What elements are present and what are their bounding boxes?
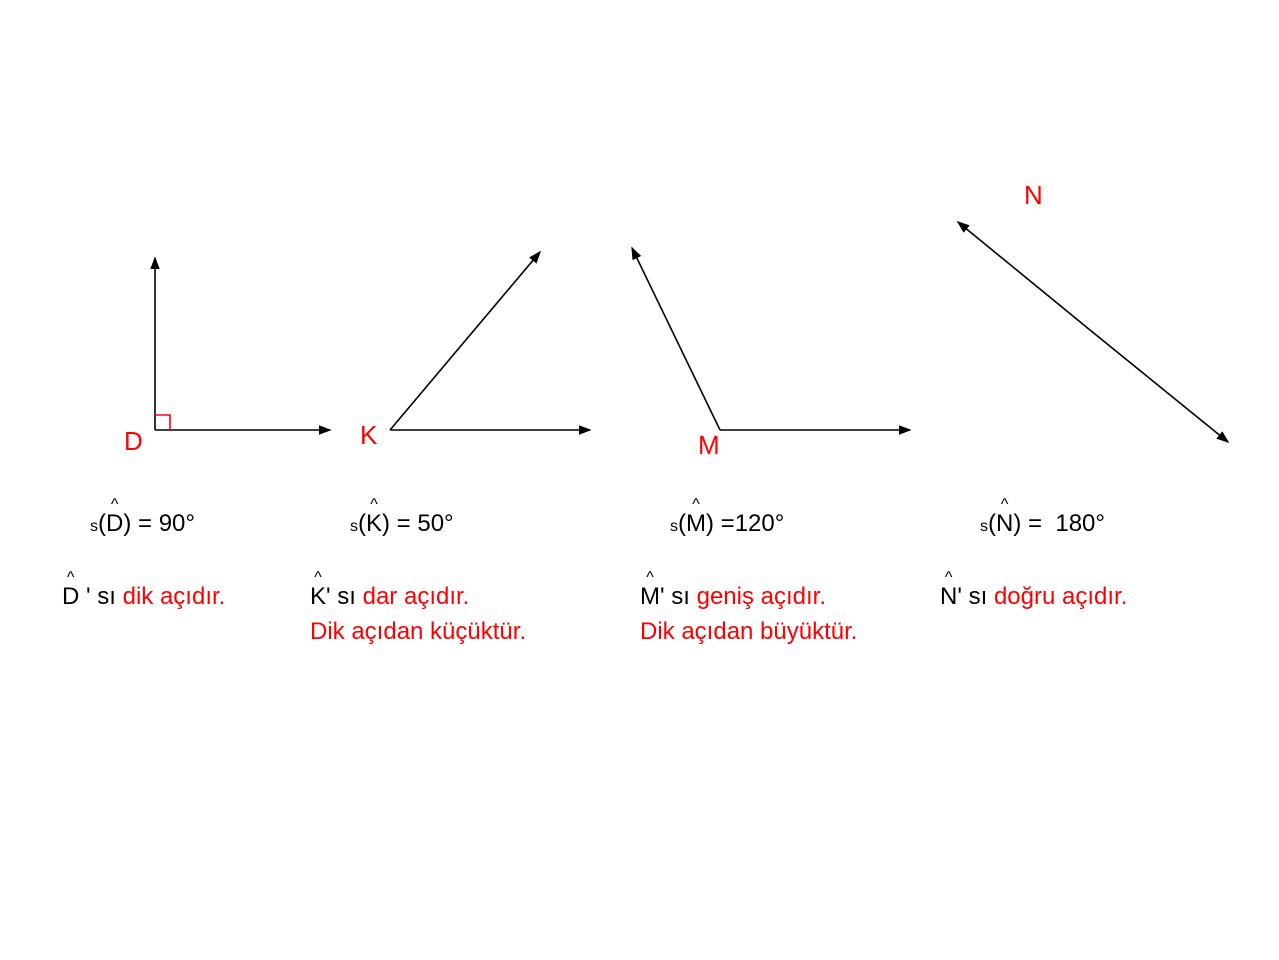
angle-description-D: D ' sı dik açıdır.: [62, 580, 225, 615]
angle-measure-N: s(N) = 180°: [980, 510, 1105, 538]
angle-figure-K: [350, 230, 630, 450]
vertex-label-D: D: [124, 426, 143, 457]
vertex-label-M: M: [698, 430, 720, 461]
angle-panel-N: N: [940, 180, 1240, 450]
angle-measure-M: s(M) =120°: [670, 510, 784, 538]
angle-measure-D: s(D) = 90°: [90, 510, 195, 538]
angle-description-M: M' sı geniş açıdır. Dik açıdan büyüktür.: [640, 580, 857, 650]
angle-panel-D: D: [90, 230, 350, 450]
vertex-label-N: N: [1024, 180, 1043, 211]
right-angle-marker: [155, 415, 170, 430]
angle-figure-N: [940, 180, 1240, 450]
diagram-stage: D K M: [0, 0, 1279, 960]
angle-figure-D: [90, 230, 350, 450]
vertex-label-K: K: [360, 420, 377, 451]
angle-panel-K: K: [350, 230, 630, 450]
angle-description-K: K' sı dar açıdır. Dik açıdan küçüktür.: [310, 580, 526, 650]
angle-panel-M: M: [620, 230, 920, 450]
angle-description-N: N' sı doğru açıdır.: [940, 580, 1127, 615]
angle-figure-M: [620, 230, 920, 450]
angle-measure-K: s(K) = 50°: [350, 510, 454, 538]
